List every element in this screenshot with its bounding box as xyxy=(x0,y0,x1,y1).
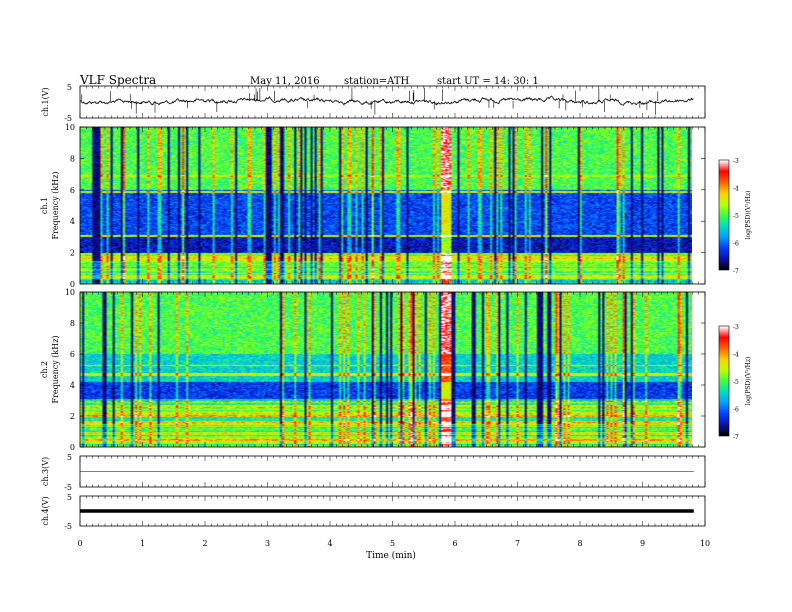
ch1_spec-colorbar-frame xyxy=(718,159,730,271)
ch1-spectrogram-image xyxy=(80,127,692,284)
ch2_spec-ytick: 0 xyxy=(70,443,75,452)
ch3-ylabel: ch.3(V) xyxy=(41,457,50,486)
ch1_spec-ytick: 8 xyxy=(70,154,75,163)
ch4-ytick-top: 5 xyxy=(67,493,72,502)
ch1_spec-colorbar-tick: -5 xyxy=(733,213,739,220)
date-label: May 11, 2016 xyxy=(250,76,320,87)
ch1_spec-ytick: 10 xyxy=(65,123,75,132)
x-tick-label: 4 xyxy=(327,539,332,548)
ch1-spectrogram-panel xyxy=(80,127,692,284)
ch1_spec-ylabel: Frequency (kHz) xyxy=(51,171,60,239)
ch2_spec-ytick: 10 xyxy=(65,288,75,297)
ch2_spec-colorbar-tick: -6 xyxy=(733,407,739,414)
x-tick-label: 2 xyxy=(202,539,207,548)
ch2_spec-colorbar-label: log(PSD)(V²/Hz) xyxy=(745,357,752,406)
ch2-colorbar xyxy=(719,326,729,436)
ch2_spec-colorbar-frame xyxy=(718,325,730,437)
ch1_spec-ytick: 2 xyxy=(70,249,75,258)
ch2_spec-ytick: 8 xyxy=(70,319,75,328)
x-tick-label: 0 xyxy=(77,539,82,548)
ch2_spec-colorbar-tick: -4 xyxy=(733,352,739,359)
ch1-colorbar-gradient xyxy=(719,160,729,270)
ch3-ytick-top: 5 xyxy=(67,453,72,462)
figure-title: VLF Spectra xyxy=(79,73,156,87)
x-tick-label: 6 xyxy=(452,539,457,548)
ch2_spec-ylabel: Frequency (kHz) xyxy=(51,335,60,403)
ch1_spec-colorbar-tick: -6 xyxy=(733,241,739,248)
ch1-waveform-panel xyxy=(79,87,694,115)
ch2_spec-ytick: 4 xyxy=(70,381,75,390)
ch1_spec-colorbar-tick: -4 xyxy=(733,186,739,193)
x-tick-label: 10 xyxy=(700,539,710,548)
x-tick-label: 7 xyxy=(515,539,520,548)
ch4-ytick-bottom: -5 xyxy=(64,522,72,531)
ch1-ytick-top: 5 xyxy=(67,83,72,92)
x-tick-label: 5 xyxy=(390,539,395,548)
x-tick-label: 1 xyxy=(140,539,145,548)
ch2-spectrogram-panel xyxy=(80,292,692,447)
ch1_spec-colorbar-tick: -3 xyxy=(733,158,739,165)
x-tick-label: 3 xyxy=(265,539,270,548)
ch2_spec-ytick: 6 xyxy=(70,350,75,359)
ch1_spec-ytick: 4 xyxy=(70,217,75,226)
ch3-ytick-bottom: -5 xyxy=(64,483,72,492)
ch2_spec-colorbar-tick: -3 xyxy=(733,324,739,331)
start-time-label: start UT = 14: 30: 1 xyxy=(437,76,539,87)
ch4-ylabel: ch.4(V) xyxy=(41,496,50,525)
ch1-ylabel: ch.1(V) xyxy=(41,87,50,116)
ch2_spec-channel-label: ch.2 xyxy=(40,361,49,378)
ch2-spectrogram-image xyxy=(80,292,692,447)
ch1-colorbar xyxy=(719,160,729,270)
ch1-waveform-line xyxy=(79,95,694,106)
station-label: station=ATH xyxy=(344,76,410,87)
x-tick-label: 8 xyxy=(577,539,582,548)
ch2_spec-colorbar-tick: -5 xyxy=(733,379,739,386)
ch1_spec-ytick: 0 xyxy=(70,280,75,289)
ch2_spec-colorbar-tick: -7 xyxy=(733,434,739,441)
ch1-ytick-bottom: -5 xyxy=(64,114,72,123)
ch1_spec-channel-label: ch.1 xyxy=(40,197,49,214)
ch2-colorbar-gradient xyxy=(719,326,729,436)
ch1_spec-colorbar-tick: -7 xyxy=(733,268,739,275)
x-tick-label: 9 xyxy=(640,539,645,548)
ch2_spec-ytick: 2 xyxy=(70,412,75,421)
x-axis-label: Time (min) xyxy=(366,550,416,561)
ch1_spec-colorbar-label: log(PSD)(V²/Hz) xyxy=(745,191,752,240)
ch1_spec-ytick: 6 xyxy=(70,186,75,195)
